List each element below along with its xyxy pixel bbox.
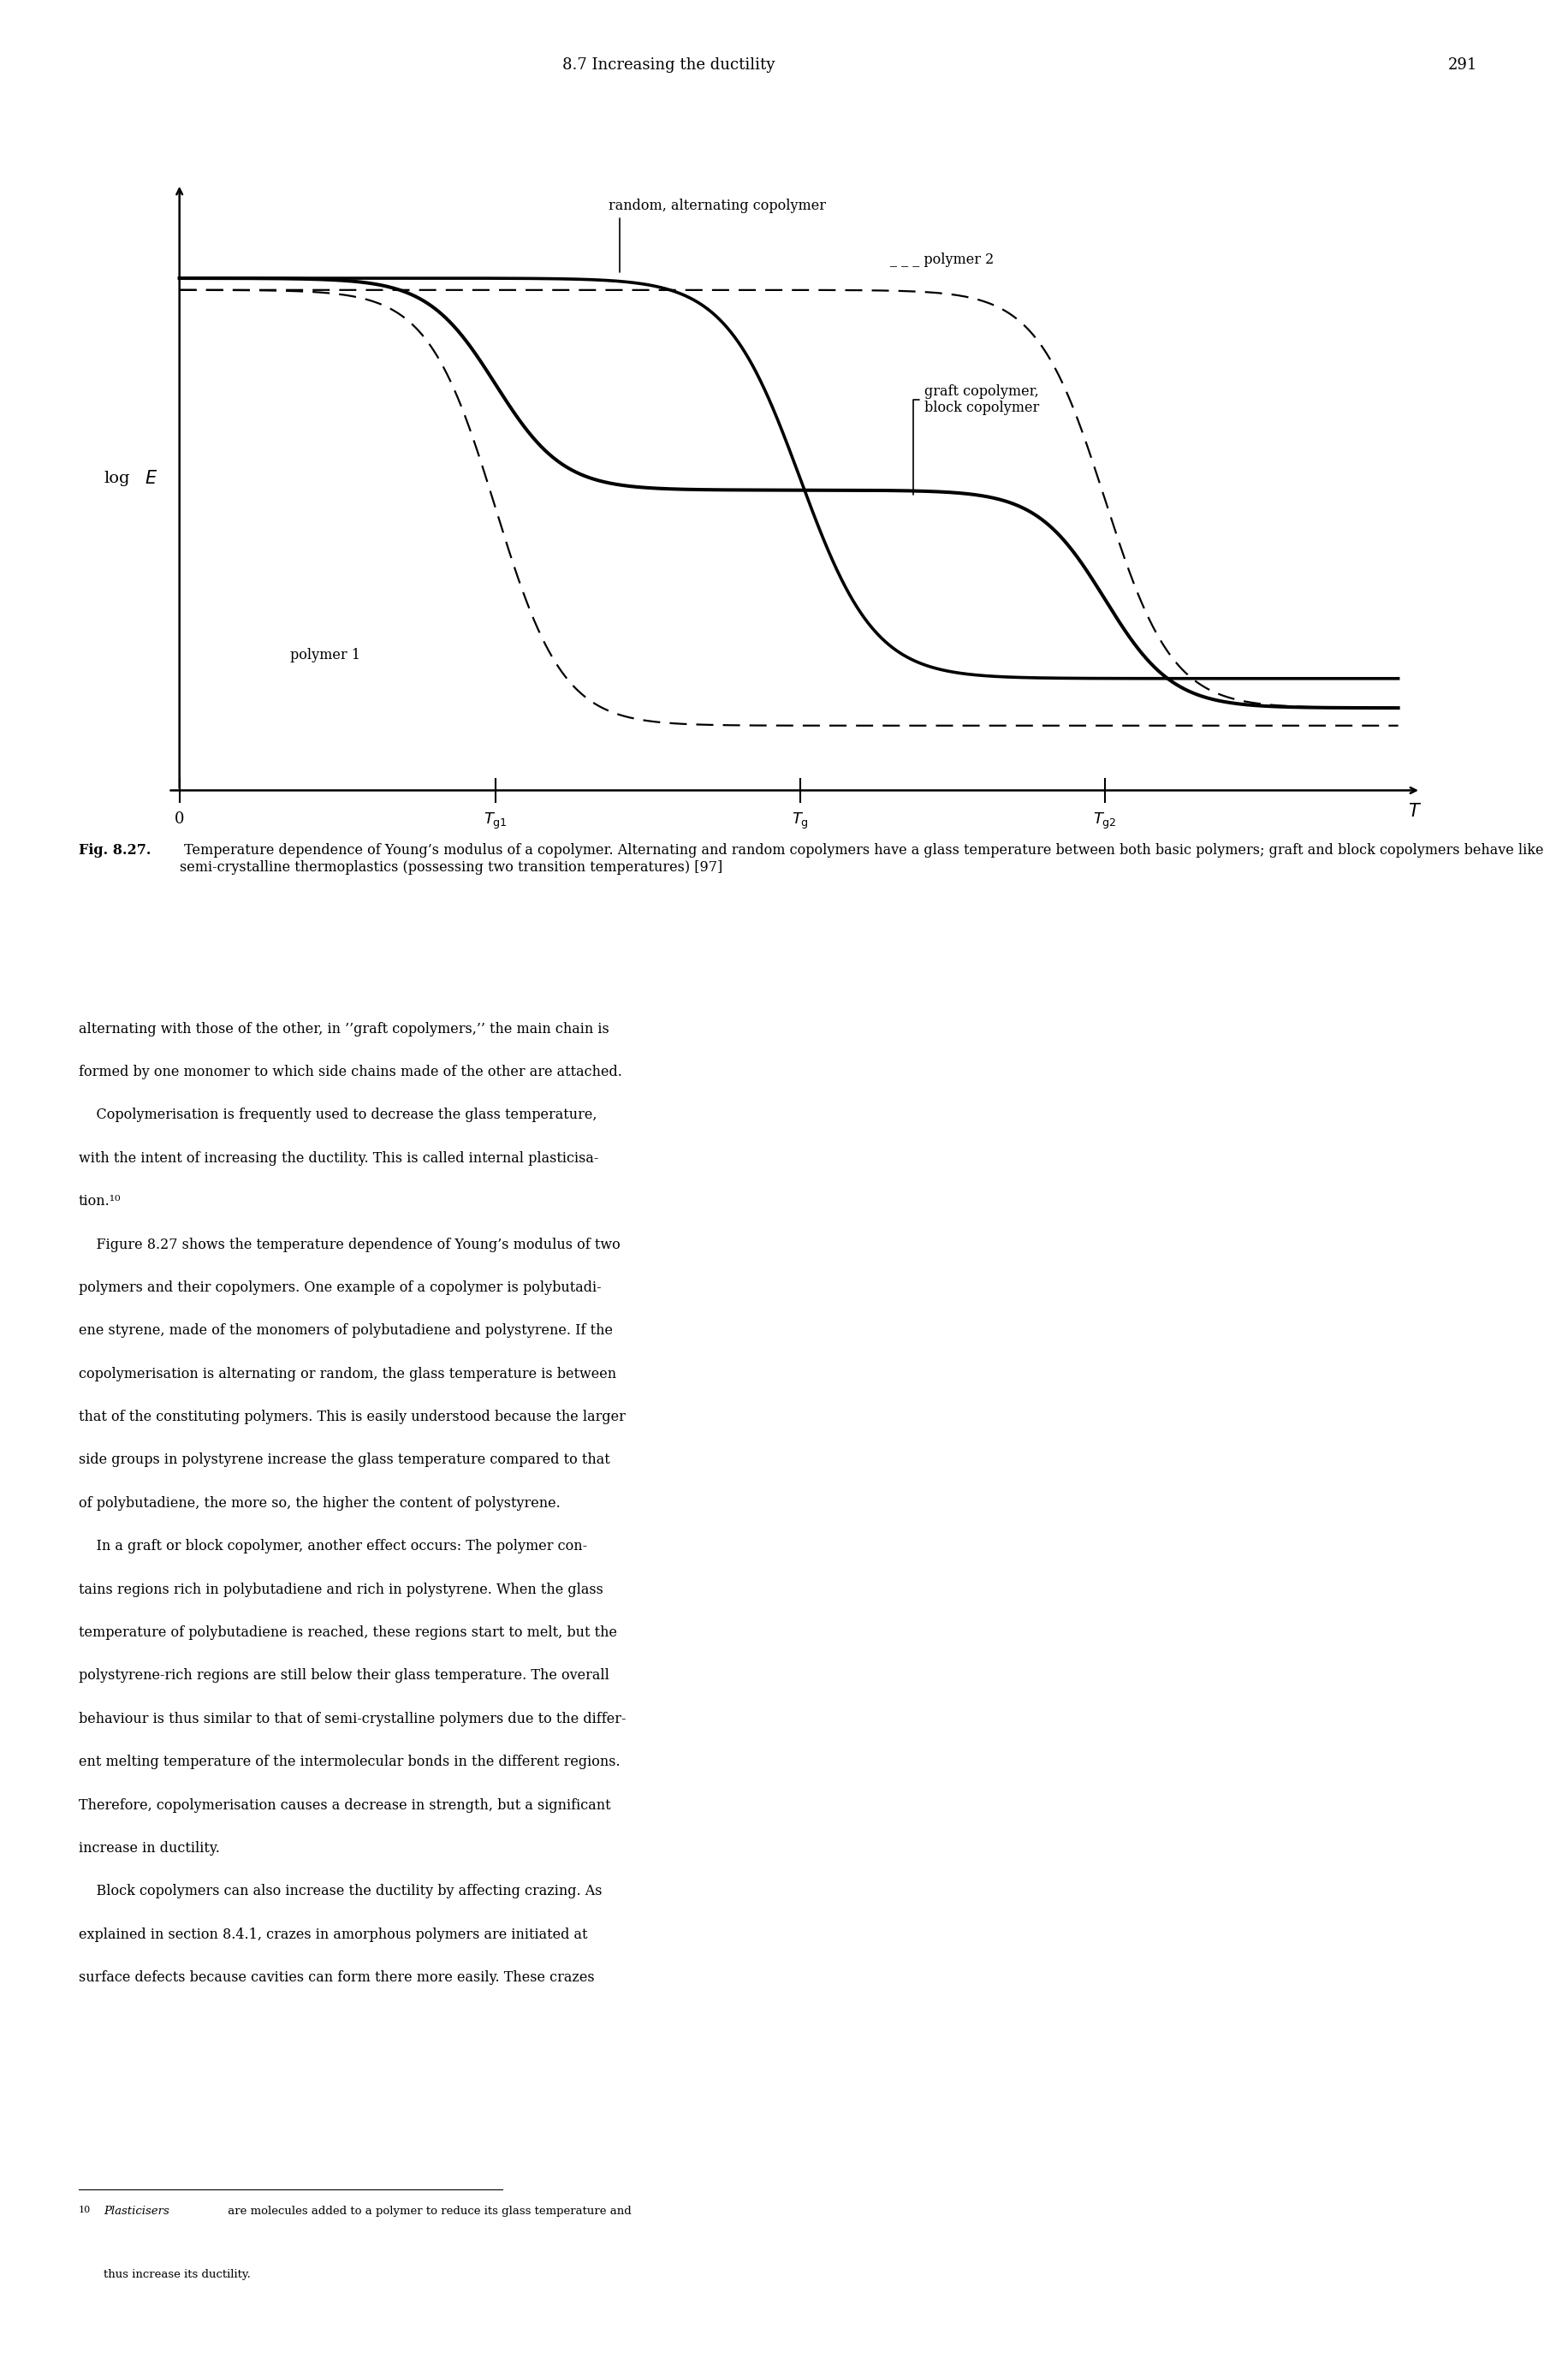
- Text: behaviour is thus similar to that of semi-crystalline polymers due to the differ: behaviour is thus similar to that of sem…: [78, 1711, 626, 1725]
- Text: surface defects because cavities can form there more easily. These crazes: surface defects because cavities can for…: [78, 1970, 594, 1984]
- Text: are molecules added to a polymer to reduce its glass temperature and: are molecules added to a polymer to redu…: [224, 2205, 630, 2217]
- Text: tion.¹⁰: tion.¹⁰: [78, 1195, 121, 1209]
- Text: $T_{\rm g}$: $T_{\rm g}$: [792, 810, 808, 832]
- Text: $E$: $E$: [144, 470, 158, 487]
- Text: Temperature dependence of Young’s modulus of a copolymer. Alternating and random: Temperature dependence of Young’s modulu…: [180, 843, 1543, 874]
- Text: polymers and their copolymers. One example of a copolymer is polybutadi-: polymers and their copolymers. One examp…: [78, 1281, 601, 1295]
- Text: 10: 10: [78, 2205, 91, 2214]
- Text: Copolymerisation is frequently used to decrease the glass temperature,: Copolymerisation is frequently used to d…: [78, 1107, 596, 1121]
- Text: of polybutadiene, the more so, the higher the content of polystyrene.: of polybutadiene, the more so, the highe…: [78, 1497, 560, 1511]
- Text: increase in ductility.: increase in ductility.: [78, 1841, 220, 1856]
- Text: log: log: [105, 470, 130, 487]
- Text: ent melting temperature of the intermolecular bonds in the different regions.: ent melting temperature of the intermole…: [78, 1756, 619, 1770]
- Text: thus increase its ductility.: thus increase its ductility.: [103, 2269, 251, 2281]
- Text: $T$: $T$: [1408, 803, 1421, 820]
- Text: 0: 0: [174, 810, 185, 827]
- Text: Fig. 8.27.: Fig. 8.27.: [78, 843, 151, 858]
- Text: Plasticisers: Plasticisers: [103, 2205, 169, 2217]
- Text: random, alternating copolymer: random, alternating copolymer: [608, 200, 825, 273]
- Text: 291: 291: [1447, 57, 1477, 74]
- Text: copolymerisation is alternating or random, the glass temperature is between: copolymerisation is alternating or rando…: [78, 1366, 616, 1380]
- Text: $T_{\rm g2}$: $T_{\rm g2}$: [1093, 810, 1116, 832]
- Text: alternating with those of the other, in ’’graft copolymers,’’ the main chain is: alternating with those of the other, in …: [78, 1022, 608, 1036]
- Text: _ _ _ polymer 2: _ _ _ polymer 2: [891, 252, 994, 266]
- Text: Figure 8.27 shows the temperature dependence of Young’s modulus of two: Figure 8.27 shows the temperature depend…: [78, 1238, 619, 1252]
- Text: graft copolymer,
block copolymer: graft copolymer, block copolymer: [913, 385, 1038, 494]
- Text: In a graft or block copolymer, another effect occurs: The polymer con-: In a graft or block copolymer, another e…: [78, 1540, 586, 1554]
- Text: temperature of polybutadiene is reached, these regions start to melt, but the: temperature of polybutadiene is reached,…: [78, 1625, 616, 1639]
- Text: tains regions rich in polybutadiene and rich in polystyrene. When the glass: tains regions rich in polybutadiene and …: [78, 1582, 602, 1597]
- Text: ene styrene, made of the monomers of polybutadiene and polystyrene. If the: ene styrene, made of the monomers of pol…: [78, 1323, 612, 1338]
- Text: polystyrene-rich regions are still below their glass temperature. The overall: polystyrene-rich regions are still below…: [78, 1668, 608, 1682]
- Text: 8.7 Increasing the ductility: 8.7 Increasing the ductility: [563, 57, 775, 74]
- Text: that of the constituting polymers. This is easily understood because the larger: that of the constituting polymers. This …: [78, 1409, 626, 1423]
- Text: formed by one monomer to which side chains made of the other are attached.: formed by one monomer to which side chai…: [78, 1064, 621, 1079]
- Text: $T_{\rm g1}$: $T_{\rm g1}$: [483, 810, 506, 832]
- Text: Therefore, copolymerisation causes a decrease in strength, but a significant: Therefore, copolymerisation causes a dec…: [78, 1799, 610, 1813]
- Text: Block copolymers can also increase the ductility by affecting crazing. As: Block copolymers can also increase the d…: [78, 1884, 602, 1898]
- Text: side groups in polystyrene increase the glass temperature compared to that: side groups in polystyrene increase the …: [78, 1452, 610, 1468]
- Text: polymer 1: polymer 1: [290, 649, 359, 663]
- Text: with the intent of increasing the ductility. This is called internal plasticisa-: with the intent of increasing the ductil…: [78, 1150, 597, 1167]
- Text: explained in section 8.4.1, crazes in amorphous polymers are initiated at: explained in section 8.4.1, crazes in am…: [78, 1927, 586, 1941]
